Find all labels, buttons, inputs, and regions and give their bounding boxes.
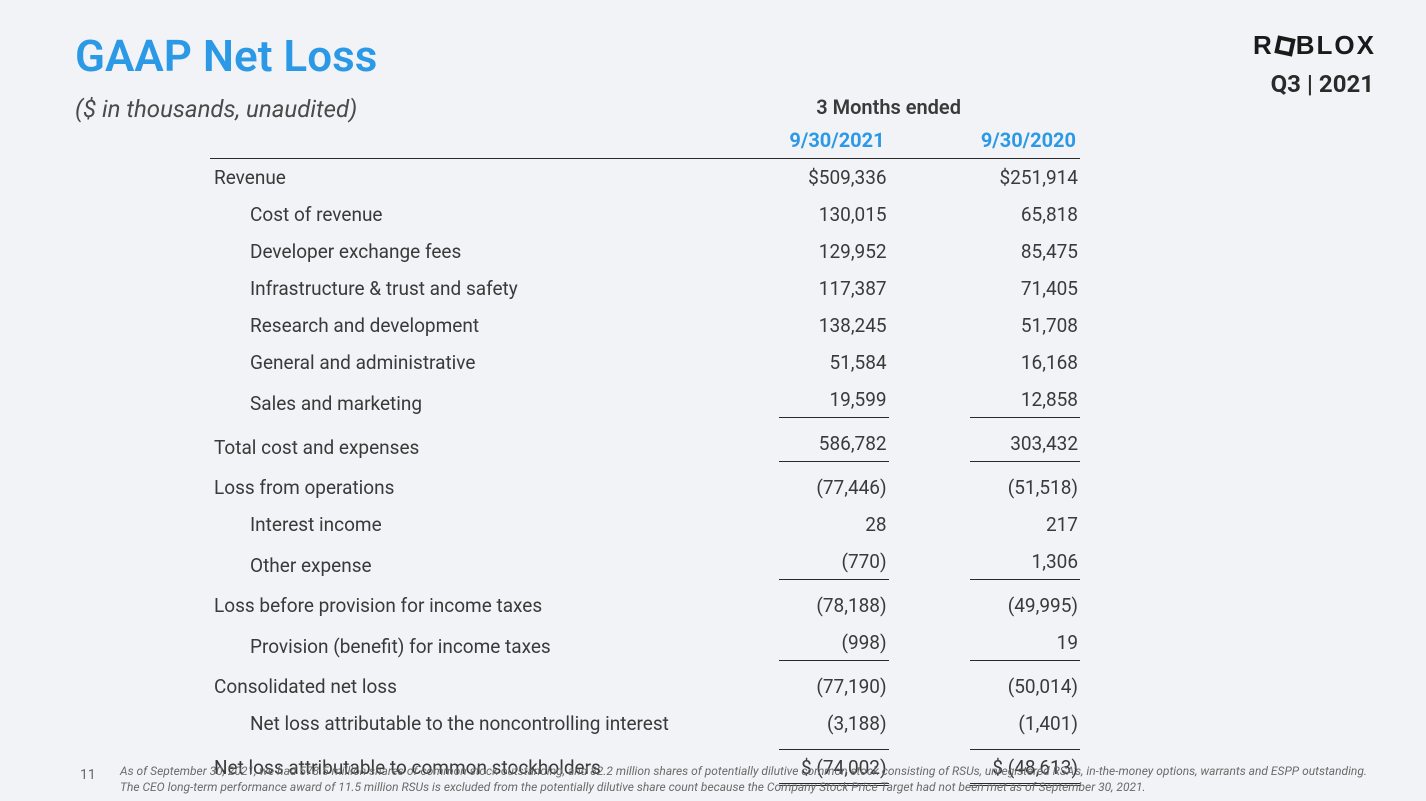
logo-text-pre: R	[1253, 30, 1274, 60]
row-value-2: 1,306	[889, 543, 1080, 587]
row-label: Provision (benefit) for income taxes	[210, 624, 697, 668]
row-value-2: 303,432	[889, 425, 1080, 469]
period-label: Q3 | 2021	[1271, 70, 1374, 98]
row-value-1: 130,015	[697, 196, 888, 233]
row-value-1: 129,952	[697, 233, 888, 270]
row-value-1: $509,336	[697, 159, 888, 197]
row-label: General and administrative	[210, 344, 697, 381]
table-row: Loss from operations(77,446)(51,518)	[210, 469, 1080, 506]
row-value-1: (78,188)	[697, 587, 888, 624]
row-label: Consolidated net loss	[210, 668, 697, 705]
row-value-1: 51,584	[697, 344, 888, 381]
row-value-2: 12,858	[889, 381, 1080, 425]
date-col-1: 9/30/2021	[697, 121, 888, 159]
page-title: GAAP Net Loss	[75, 30, 377, 82]
row-value-2: (49,995)	[889, 587, 1080, 624]
row-label: Revenue	[210, 159, 697, 197]
period-header-row: 3 Months ended	[210, 88, 1080, 121]
table-row: Provision (benefit) for income taxes(998…	[210, 624, 1080, 668]
row-value-2: 16,168	[889, 344, 1080, 381]
table-row: Revenue$509,336$251,914	[210, 159, 1080, 197]
table-row: Infrastructure & trust and safety117,387…	[210, 270, 1080, 307]
row-value-2: 85,475	[889, 233, 1080, 270]
period-header: 3 Months ended	[697, 88, 1080, 121]
row-value-1: 586,782	[697, 425, 888, 469]
row-label: Infrastructure & trust and safety	[210, 270, 697, 307]
table-row: Sales and marketing19,59912,858	[210, 381, 1080, 425]
table-row: General and administrative51,58416,168	[210, 344, 1080, 381]
date-col-2: 9/30/2020	[889, 121, 1080, 159]
row-value-2: (50,014)	[889, 668, 1080, 705]
table-row: Developer exchange fees129,95285,475	[210, 233, 1080, 270]
row-value-2: 51,708	[889, 307, 1080, 344]
table-row: Research and development138,24551,708	[210, 307, 1080, 344]
row-value-2: 65,818	[889, 196, 1080, 233]
footnote: As of September 30, 2021, we had 578.5 m…	[120, 763, 1376, 795]
logo-text-post: BLOX	[1296, 30, 1376, 60]
financial-table: 3 Months ended 9/30/2021 9/30/2020 Reven…	[210, 88, 1080, 793]
row-value-1: (77,190)	[697, 668, 888, 705]
table-row: Interest income28217	[210, 506, 1080, 543]
row-value-1: 19,599	[697, 381, 888, 425]
table-row: Total cost and expenses586,782303,432	[210, 425, 1080, 469]
row-label: Interest income	[210, 506, 697, 543]
row-label: Developer exchange fees	[210, 233, 697, 270]
row-label: Other expense	[210, 543, 697, 587]
row-value-1: 28	[697, 506, 888, 543]
row-value-2: $251,914	[889, 159, 1080, 197]
row-value-1: 138,245	[697, 307, 888, 344]
row-value-1: (770)	[697, 543, 888, 587]
row-value-2: (51,518)	[889, 469, 1080, 506]
row-label: Net loss attributable to the noncontroll…	[210, 705, 697, 742]
row-value-2: (1,401)	[889, 705, 1080, 742]
row-value-1: (77,446)	[697, 469, 888, 506]
roblox-logo: R BLOX	[1253, 30, 1376, 61]
table-row: Consolidated net loss(77,190)(50,014)	[210, 668, 1080, 705]
logo-square-icon	[1274, 35, 1295, 56]
table-row: Other expense(770)1,306	[210, 543, 1080, 587]
row-label: Cost of revenue	[210, 196, 697, 233]
page-number: 11	[80, 767, 96, 783]
table-row: Cost of revenue130,01565,818	[210, 196, 1080, 233]
row-label: Loss from operations	[210, 469, 697, 506]
row-value-1: (3,188)	[697, 705, 888, 742]
row-value-2: 19	[889, 624, 1080, 668]
date-header-row: 9/30/2021 9/30/2020	[210, 121, 1080, 159]
row-value-2: 217	[889, 506, 1080, 543]
row-label: Loss before provision for income taxes	[210, 587, 697, 624]
table-row: Net loss attributable to the noncontroll…	[210, 705, 1080, 742]
row-label: Research and development	[210, 307, 697, 344]
row-label: Sales and marketing	[210, 381, 697, 425]
row-value-1: 117,387	[697, 270, 888, 307]
row-value-1: (998)	[697, 624, 888, 668]
row-label: Total cost and expenses	[210, 425, 697, 469]
row-value-2: 71,405	[889, 270, 1080, 307]
table-row: Loss before provision for income taxes(7…	[210, 587, 1080, 624]
